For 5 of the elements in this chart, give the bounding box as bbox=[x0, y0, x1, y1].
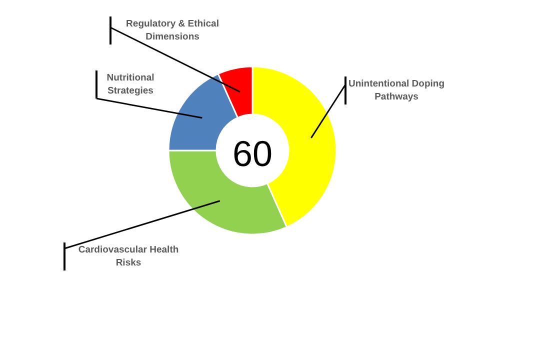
slice-label: Unintentional Doping Pathways bbox=[348, 78, 445, 102]
slice-label: Nutritional Strategies bbox=[106, 72, 154, 96]
text: 60 bbox=[232, 133, 273, 174]
slice-label: Cardiovascular Health Risks bbox=[78, 244, 179, 268]
slice-label: Regulatory & Ethical Dimensions bbox=[126, 18, 219, 42]
